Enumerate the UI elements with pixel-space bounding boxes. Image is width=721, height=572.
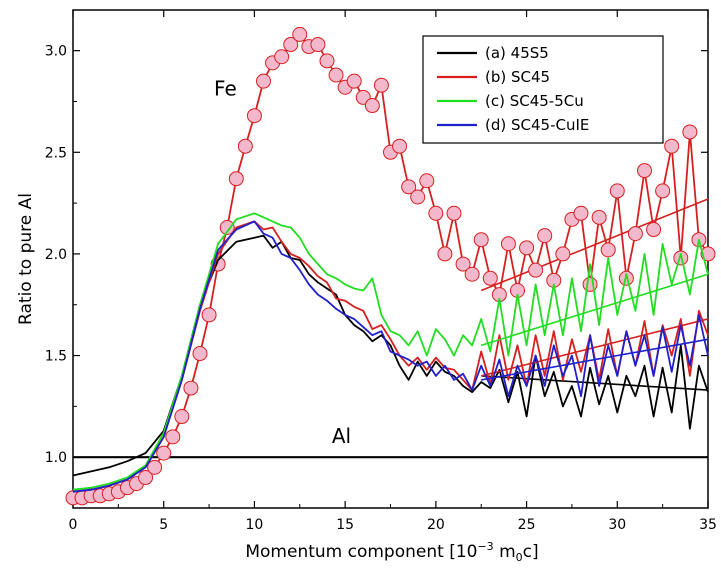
fe-data-point (474, 233, 488, 247)
fe-data-point (148, 460, 162, 474)
x-tick-label: 10 (246, 517, 264, 533)
fe-data-point (184, 381, 198, 395)
fe-data-point (347, 74, 361, 88)
fe-data-point (628, 227, 642, 241)
fe-data-point (529, 263, 543, 277)
fe-data-point (592, 210, 606, 224)
x-axis-title-sub: 0 (516, 551, 523, 564)
fe-data-point (157, 446, 171, 460)
x-tick-label: 30 (608, 517, 626, 533)
x-tick-label: 25 (518, 517, 536, 533)
fe-data-point (257, 74, 271, 88)
fe-data-point (175, 410, 189, 424)
fe-data-point (329, 68, 343, 82)
legend-label: (b) SC45 (485, 68, 550, 86)
x-axis-title-end: c] (523, 542, 539, 562)
fe-data-point (275, 50, 289, 64)
fe-data-point (293, 27, 307, 41)
fe-data-point (683, 125, 697, 139)
fe-data-point (520, 241, 534, 255)
fe-data-point (483, 271, 497, 285)
annotations: Fe Al (214, 76, 351, 448)
legend-label: (a) 45S5 (485, 44, 549, 62)
fe-data-point (193, 347, 207, 361)
fe-data-point (166, 430, 180, 444)
x-tick-label: 15 (336, 517, 354, 533)
x-axis-title: Momentum component [10−3 m0c] (245, 540, 538, 564)
legend-label: (c) SC45-5Cu (485, 92, 584, 110)
x-tick-label: 35 (699, 517, 717, 533)
fe-data-point (538, 229, 552, 243)
fe-data-point (556, 247, 570, 261)
fe-data-point (610, 184, 624, 198)
x-axis-title-mid: m (494, 542, 516, 562)
y-tick-label: 1.5 (45, 349, 67, 365)
legend-label: (d) SC45-CuIE (485, 116, 589, 134)
x-axis-title-main: Momentum component [10 (245, 542, 477, 562)
annotation-al: Al (332, 424, 351, 448)
fe-data-point (647, 223, 661, 237)
fe-data-point (320, 54, 334, 68)
fe-data-point (656, 184, 670, 198)
fe-data-point (202, 308, 216, 322)
fe-data-point (429, 206, 443, 220)
x-tick-label: 20 (427, 517, 445, 533)
fe-data-point (638, 164, 652, 178)
y-tick-label: 2.5 (45, 145, 67, 161)
fe-data-point (447, 206, 461, 220)
x-tick-label: 0 (69, 517, 78, 533)
fe-data-point (247, 109, 261, 123)
legend: (a) 45S5 (b) SC45 (c) SC45-5Cu (d) SC45-CuI… (423, 36, 663, 143)
fe-data-point (420, 174, 434, 188)
fe-data-point (601, 243, 615, 257)
fe-data-point (411, 190, 425, 204)
fe-data-point (374, 78, 388, 92)
fe-data-point (501, 237, 515, 251)
y-axis-title: Ratio to pure Al (16, 193, 36, 325)
fe-data-point (238, 139, 252, 153)
y-tick-label: 2.0 (45, 247, 67, 263)
fe-data-point (229, 172, 243, 186)
x-tick-label: 5 (159, 517, 168, 533)
fe-data-point (311, 38, 325, 52)
y-tick-label: 1.0 (45, 450, 67, 466)
fe-data-point (574, 206, 588, 220)
fe-data-point (365, 99, 379, 113)
fe-data-point (665, 139, 679, 153)
y-tick-label: 3.0 (45, 44, 67, 60)
fe-data-point (583, 277, 597, 291)
annotation-fe: Fe (214, 76, 237, 100)
x-axis-title-sup: −3 (477, 540, 493, 553)
fe-data-point (465, 267, 479, 281)
fe-data-point (393, 139, 407, 153)
fe-data-point (438, 247, 452, 261)
